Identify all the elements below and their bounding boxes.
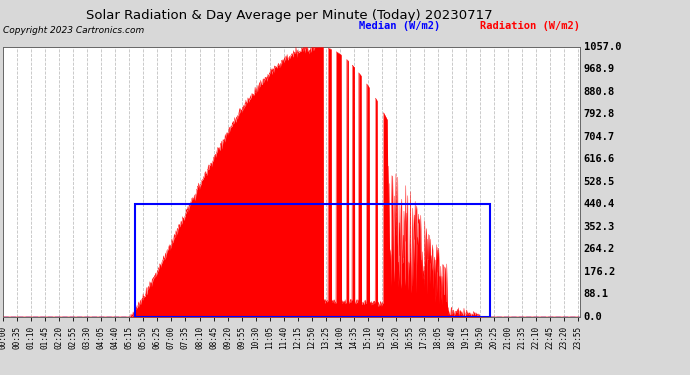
Text: 264.2: 264.2	[584, 244, 615, 254]
Text: 352.3: 352.3	[584, 222, 615, 232]
Text: 880.8: 880.8	[584, 87, 615, 97]
Text: 0.0: 0.0	[584, 312, 602, 322]
Text: 1057.0: 1057.0	[584, 42, 621, 52]
Text: Radiation (W/m2): Radiation (W/m2)	[480, 21, 580, 31]
Text: 704.7: 704.7	[584, 132, 615, 142]
Text: 968.9: 968.9	[584, 64, 615, 74]
Bar	[135, 204, 490, 317]
Text: 176.2: 176.2	[584, 267, 615, 277]
Text: Solar Radiation & Day Average per Minute (Today) 20230717: Solar Radiation & Day Average per Minute…	[86, 9, 493, 22]
Text: 528.5: 528.5	[584, 177, 615, 187]
Text: 440.4: 440.4	[584, 200, 615, 209]
Text: 88.1: 88.1	[584, 290, 609, 299]
Text: Median (W/m2): Median (W/m2)	[359, 21, 440, 31]
Text: Copyright 2023 Cartronics.com: Copyright 2023 Cartronics.com	[3, 26, 145, 35]
Text: 792.8: 792.8	[584, 110, 615, 119]
Text: 616.6: 616.6	[584, 154, 615, 164]
